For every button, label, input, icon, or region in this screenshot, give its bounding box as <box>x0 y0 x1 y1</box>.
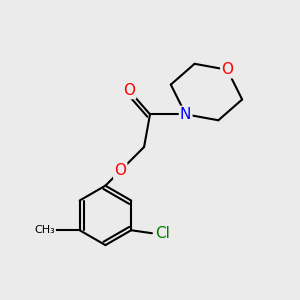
Text: CH₃: CH₃ <box>34 225 55 235</box>
Text: O: O <box>114 163 126 178</box>
Text: O: O <box>123 83 135 98</box>
Text: O: O <box>221 62 233 77</box>
Text: Cl: Cl <box>155 226 170 241</box>
Text: N: N <box>180 107 191 122</box>
